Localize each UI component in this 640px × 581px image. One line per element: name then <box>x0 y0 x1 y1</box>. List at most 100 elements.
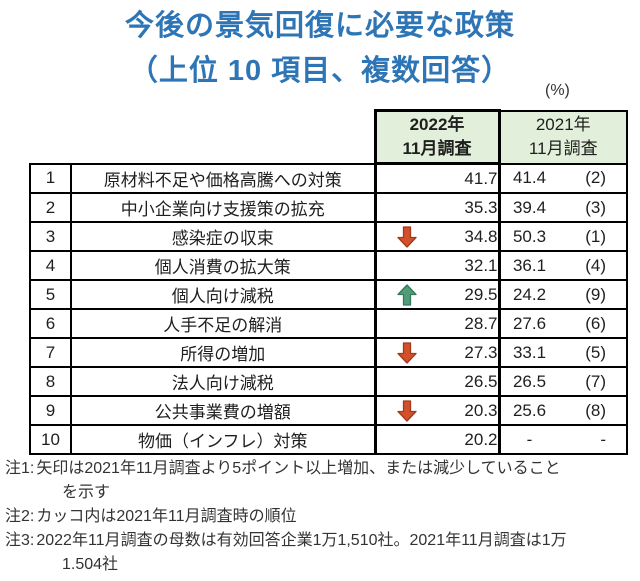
value-2021: 36.1 <box>512 255 547 275</box>
arrow-slot <box>397 313 417 335</box>
prev-rank: (9) <box>585 284 606 304</box>
table-row: 5 個人向け減税 29.5 24.2 (9) <box>29 279 628 310</box>
note-1: 注1: 矢印は2021年11月調査より5ポイント以上増加、または減少していること … <box>5 457 637 505</box>
note-2: 注2: カッコ内は2021年11月調査時の順位 <box>5 505 637 529</box>
note-1-label: 注1: <box>5 460 35 477</box>
table-row: 8 法人向け減税 26.5 26.5 (7) <box>29 366 628 397</box>
value-2022-cell: 20.2 <box>373 424 501 455</box>
arrow-slot <box>397 429 417 451</box>
title-line-2: （上位 10 項目、複数回答） <box>128 55 512 87</box>
note-1-text: 矢印は2021年11月調査より5ポイント以上増加、または減少していること <box>36 460 561 477</box>
item-cell: 公共事業費の増額 <box>70 395 376 426</box>
value-2022-cell: 41.7 <box>373 162 501 194</box>
table-row: 2 中小企業向け支援策の拡充 35.3 39.4 (3) <box>29 192 628 223</box>
rank-cell: 6 <box>29 308 72 339</box>
column-header-2021-line2: 11月調査 <box>528 139 598 158</box>
prev-rank: - <box>600 429 606 449</box>
table-row: 9 公共事業費の増額 20.3 25.6 (8) <box>29 395 628 426</box>
item-cell: 中小企業向け支援策の拡充 <box>70 192 376 223</box>
item-cell: 感染症の収束 <box>70 221 376 252</box>
value-2021-cell: 50.3 (1) <box>498 221 628 252</box>
notes: 注1: 矢印は2021年11月調査より5ポイント以上増加、または減少していること … <box>5 457 637 577</box>
value-2022-cell: 29.5 <box>373 279 501 310</box>
value-2022: 35.3 <box>464 197 498 217</box>
value-2022: 27.3 <box>464 342 498 362</box>
note-3-label: 注3: <box>5 532 35 549</box>
value-2022: 20.2 <box>464 429 498 449</box>
table-row: 4 個人消費の拡大策 32.1 36.1 (4) <box>29 250 628 281</box>
item-cell: 人手不足の解消 <box>70 308 376 339</box>
prev-rank: (8) <box>585 400 606 420</box>
value-2022-cell: 26.5 <box>373 366 501 397</box>
arrow-slot <box>397 255 417 277</box>
value-2021-cell: 33.1 (5) <box>498 337 628 368</box>
value-2021-cell: 39.4 (3) <box>498 192 628 223</box>
column-header-2022: 2022年 11月調査 <box>373 109 501 165</box>
decrease-arrow-icon <box>396 341 417 364</box>
prev-rank: (3) <box>585 197 606 217</box>
prev-rank: (2) <box>585 168 606 188</box>
column-header-2022-line2: 11月調査 <box>402 139 472 158</box>
page-title: 今後の景気回復に必要な政策 （上位 10 項目、複数回答） <box>0 4 640 94</box>
unit-label: (%) <box>545 82 570 99</box>
arrow-slot <box>397 371 417 393</box>
rank-cell: 4 <box>29 250 72 281</box>
arrow-slot <box>397 168 417 190</box>
rank-cell: 3 <box>29 221 72 252</box>
decrease-arrow-icon <box>396 225 417 248</box>
value-2022-cell: 35.3 <box>373 192 501 223</box>
item-cell: 物価（インフレ）対策 <box>70 424 376 455</box>
value-2021-cell: 24.2 (9) <box>498 279 628 310</box>
item-cell: 法人向け減税 <box>70 366 376 397</box>
prev-rank: (4) <box>585 255 606 275</box>
arrow-slot <box>397 197 417 219</box>
rank-cell: 2 <box>29 192 72 223</box>
column-header-2022-line1: 2022年 <box>409 115 465 134</box>
value-2021: 33.1 <box>512 342 547 362</box>
decrease-arrow-icon <box>396 399 417 422</box>
prev-rank: (1) <box>585 226 606 246</box>
value-2021-cell: 41.4 (2) <box>498 162 628 194</box>
table-row: 7 所得の増加 27.3 33.1 (5) <box>29 337 628 368</box>
value-2021: 26.5 <box>512 371 547 391</box>
value-2021-cell: - - <box>498 424 628 455</box>
note-1-continuation: を示す <box>62 484 111 501</box>
value-2021: 25.6 <box>512 400 547 420</box>
header-spacer <box>30 110 375 164</box>
value-2021-cell: 36.1 (4) <box>498 250 628 281</box>
increase-arrow-icon <box>396 283 417 306</box>
rank-cell: 1 <box>29 162 72 194</box>
value-2021: 39.4 <box>512 197 547 217</box>
value-2022: 26.5 <box>464 371 498 391</box>
prev-rank: (5) <box>585 342 606 362</box>
value-2022-cell: 34.8 <box>373 221 501 252</box>
value-2022: 41.7 <box>464 168 498 188</box>
value-2022: 20.3 <box>464 400 498 420</box>
title-line-1: 今後の景気回復に必要な政策 <box>124 10 515 42</box>
value-2022: 28.7 <box>464 313 498 333</box>
value-2021-cell: 25.6 (8) <box>498 395 628 426</box>
note-2-label: 注2: <box>5 508 35 525</box>
rank-cell: 8 <box>29 366 72 397</box>
value-2022-cell: 28.7 <box>373 308 501 339</box>
note-3-text: 2022年11月調査の母数は有効回答企業1万1,510社。2021年11月調査は… <box>36 532 567 549</box>
note-3: 注3: 2022年11月調査の母数は有効回答企業1万1,510社。2021年11月… <box>5 529 637 577</box>
note-2-text: カッコ内は2021年11月調査時の順位 <box>36 508 297 525</box>
note-3-continuation: 1.504社 <box>62 556 119 573</box>
value-2022: 29.5 <box>464 284 498 304</box>
policy-table: 2022年 11月調査 2021年 11月調査 1 原材料不足や価格高騰への対策… <box>29 109 628 455</box>
rank-cell: 7 <box>29 337 72 368</box>
item-cell: 個人消費の拡大策 <box>70 250 376 281</box>
value-2021-cell: 27.6 (6) <box>498 308 628 339</box>
table-row: 6 人手不足の解消 28.7 27.6 (6) <box>29 308 628 339</box>
table-row: 10 物価（インフレ）対策 20.2 - - <box>29 424 628 455</box>
header-row: 2022年 11月調査 2021年 11月調査 <box>30 109 628 165</box>
value-2022: 32.1 <box>464 255 498 275</box>
value-2021: 27.6 <box>512 313 547 333</box>
value-2022-cell: 27.3 <box>373 337 501 368</box>
value-2022: 34.8 <box>464 226 498 246</box>
item-cell: 個人向け減税 <box>70 279 376 310</box>
value-2021: 50.3 <box>512 226 547 246</box>
value-2021-cell: 26.5 (7) <box>498 366 628 397</box>
